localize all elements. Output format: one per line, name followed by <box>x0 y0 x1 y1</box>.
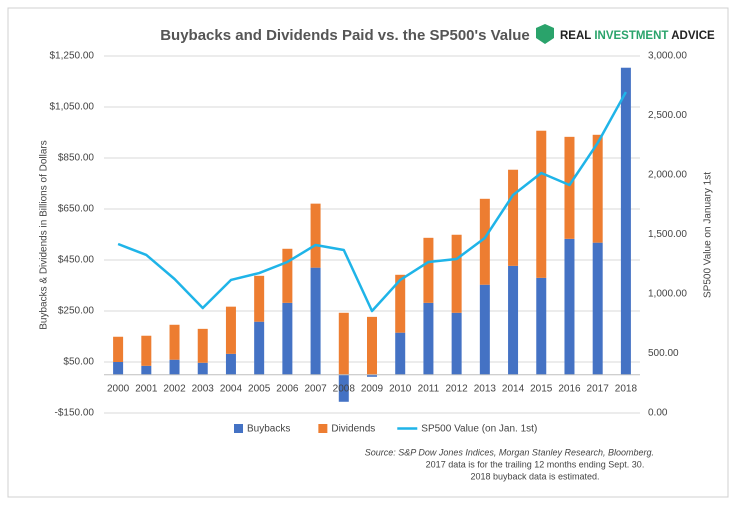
x-tick-label: 2011 <box>418 384 440 395</box>
logo-word: REAL <box>560 30 591 42</box>
bar <box>564 238 575 375</box>
x-tick-label: 2001 <box>135 384 158 395</box>
bar <box>197 328 208 363</box>
x-tick-label: 2016 <box>558 384 581 395</box>
x-tick-label: 2002 <box>163 384 186 395</box>
x-tick-label: 2017 <box>587 384 610 395</box>
x-tick-label: 2008 <box>333 384 356 395</box>
legend-label: SP500 Value (on Jan. 1st) <box>421 424 537 435</box>
y-axis-title: Buybacks & Dividends in Billions of Doll… <box>39 140 50 330</box>
bar <box>367 316 377 375</box>
bar <box>141 365 152 375</box>
bar <box>338 374 349 402</box>
bar <box>282 248 293 303</box>
bar <box>113 336 124 362</box>
bar <box>479 284 490 375</box>
x-tick-label: 2009 <box>361 384 384 395</box>
frame <box>7 7 729 498</box>
bar <box>536 277 547 375</box>
y-tick-label: $1,050.00 <box>50 102 95 113</box>
bar <box>338 312 349 375</box>
y2-tick-label: 2,500.00 <box>648 110 687 121</box>
x-tick-label: 2013 <box>474 384 497 395</box>
y-tick-label: -$150.00 <box>55 408 95 419</box>
x-tick-label: 2000 <box>107 384 130 395</box>
bar <box>508 169 519 266</box>
x-tick-label: 2015 <box>530 384 553 395</box>
bar <box>197 362 208 375</box>
bar <box>367 374 377 377</box>
logo-icon <box>536 24 554 44</box>
bar <box>592 134 603 243</box>
bar <box>564 136 575 239</box>
chart-title: Buybacks and Dividends Paid vs. the SP50… <box>160 27 530 44</box>
bar <box>395 274 406 333</box>
y-tick-label: $250.00 <box>58 306 95 317</box>
x-tick-label: 2003 <box>192 384 215 395</box>
bar <box>169 359 180 375</box>
bar <box>423 302 434 375</box>
y-tick-label: $50.00 <box>63 357 94 368</box>
bar <box>225 353 236 375</box>
logo-word: ADVICE <box>671 30 715 42</box>
bar <box>479 198 490 285</box>
source-note: Source: S&P Dow Jones Indices, Morgan St… <box>365 447 654 457</box>
bar <box>254 321 265 375</box>
bar <box>451 234 462 313</box>
bar <box>169 324 180 360</box>
x-tick-label: 2006 <box>276 384 299 395</box>
y2-tick-label: 0.00 <box>648 408 668 419</box>
x-tick-label: 2005 <box>248 384 271 395</box>
y2-tick-label: 500.00 <box>648 348 679 359</box>
bar <box>113 362 124 375</box>
line <box>117 91 627 313</box>
y2-tick-label: 1,000.00 <box>648 289 687 300</box>
legend-label: Dividends <box>331 424 375 435</box>
bar <box>508 265 519 375</box>
bar <box>395 332 406 375</box>
logo: REAL INVESTMENT ADVICE <box>536 24 715 44</box>
bar <box>141 335 152 366</box>
y-tick-label: $850.00 <box>58 153 95 164</box>
bar <box>310 203 321 268</box>
y-tick-label: $650.00 <box>58 204 95 215</box>
x-tick-label: 2012 <box>446 384 469 395</box>
x-tick-label: 2004 <box>220 384 243 395</box>
note: 2018 buyback data is estimated. <box>470 471 599 481</box>
x-tick-label: 2014 <box>502 384 525 395</box>
bar <box>225 306 236 354</box>
logo-word: INVESTMENT <box>594 30 668 42</box>
y2-tick-label: 2,000.00 <box>648 170 687 181</box>
bar <box>423 237 434 303</box>
bar <box>451 312 462 375</box>
y2-tick-label: 1,500.00 <box>648 229 687 240</box>
legend-label: Buybacks <box>247 424 290 435</box>
bar <box>310 267 321 375</box>
y2-axis-title: SP500 Value on January 1st <box>703 172 714 298</box>
bar <box>282 302 293 375</box>
note: 2017 data is for the trailing 12 months … <box>426 459 645 469</box>
y2-tick-label: 3,000.00 <box>648 51 687 62</box>
legend-swatch <box>318 424 328 433</box>
logo-text: REAL INVESTMENT ADVICE <box>560 30 715 42</box>
x-tick-label: 2018 <box>615 384 638 395</box>
bar <box>620 67 631 375</box>
bar <box>536 130 547 278</box>
y-tick-label: $1,250.00 <box>50 51 95 62</box>
x-tick-label: 2010 <box>389 384 412 395</box>
bar <box>254 275 265 322</box>
x-tick-label: 2007 <box>304 384 327 395</box>
y-tick-label: $450.00 <box>58 255 95 266</box>
bar <box>592 242 603 375</box>
legend-swatch <box>234 424 243 433</box>
